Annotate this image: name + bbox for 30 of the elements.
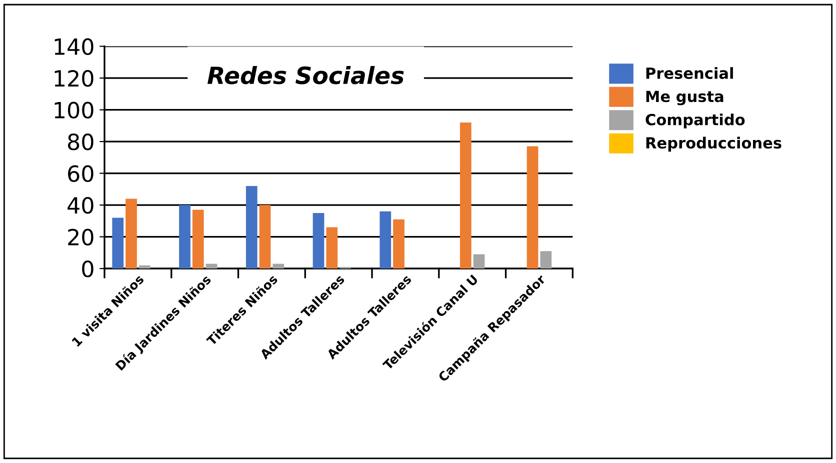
bar (380, 211, 392, 269)
legend-label: Reproducciones (646, 136, 782, 152)
bar (460, 122, 472, 269)
y-tick-label: 100 (54, 102, 94, 119)
bar (272, 264, 284, 269)
bar (540, 251, 552, 269)
bar (526, 146, 538, 269)
bar (246, 186, 258, 269)
y-tick-label: 0 (82, 260, 94, 278)
legend-label: Me gusta (646, 90, 724, 106)
bar (206, 264, 218, 269)
bar (112, 218, 124, 269)
bar (138, 265, 150, 269)
bar (326, 227, 338, 269)
bar (393, 219, 404, 269)
bar (473, 254, 485, 269)
text: Redes Sociales (207, 66, 404, 84)
y-tick-label: 120 (54, 70, 94, 87)
y-tick-label: 140 (54, 38, 94, 56)
legend-label: Compartido (646, 114, 745, 128)
y-tick-label: 80 (68, 133, 94, 150)
legend-label: Presencial (646, 67, 733, 79)
bar (312, 212, 324, 269)
bar (192, 210, 204, 269)
bar (179, 205, 190, 269)
y-tick-label: 20 (68, 228, 94, 246)
y-tick-label: 40 (68, 196, 94, 214)
bar (126, 198, 137, 269)
y-tick-label: 60 (68, 165, 94, 182)
bar (259, 205, 271, 269)
